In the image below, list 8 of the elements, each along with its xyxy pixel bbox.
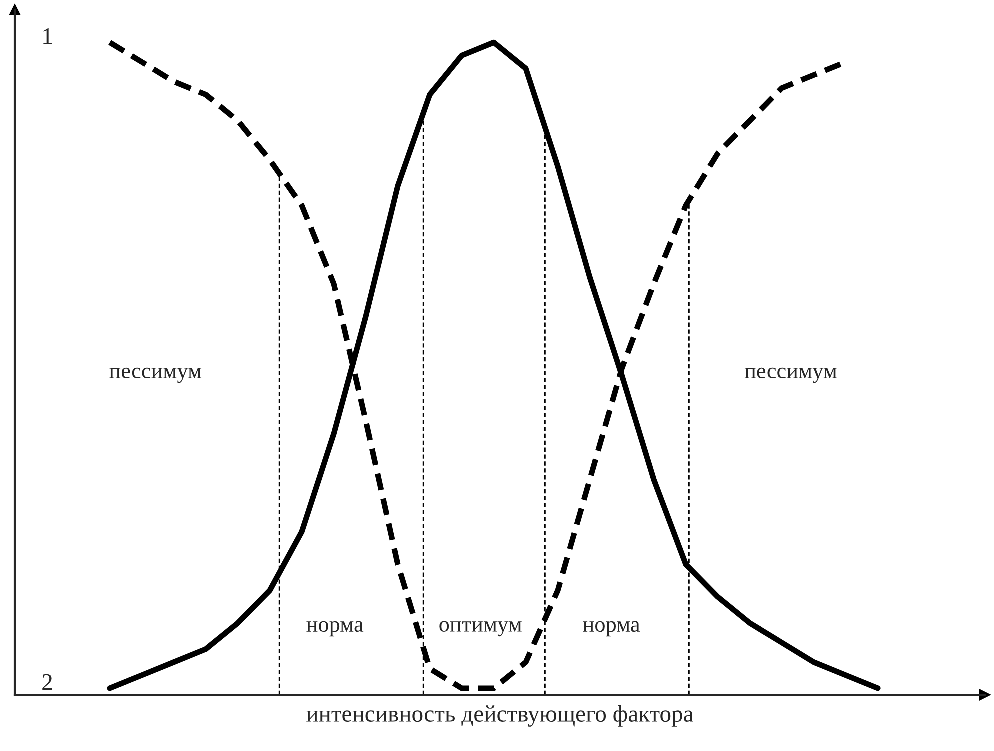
text: 2	[42, 674, 52, 690]
text: 1	[44, 28, 52, 44]
x-axis-title: интенсивность действующего фактора	[306, 705, 694, 727]
annotation: пессимум	[110, 368, 202, 384]
annotation: пессимум	[744, 368, 837, 384]
annotation: норма	[583, 621, 640, 637]
annotation: норма	[306, 621, 364, 637]
annotation: оптимум	[440, 621, 522, 637]
